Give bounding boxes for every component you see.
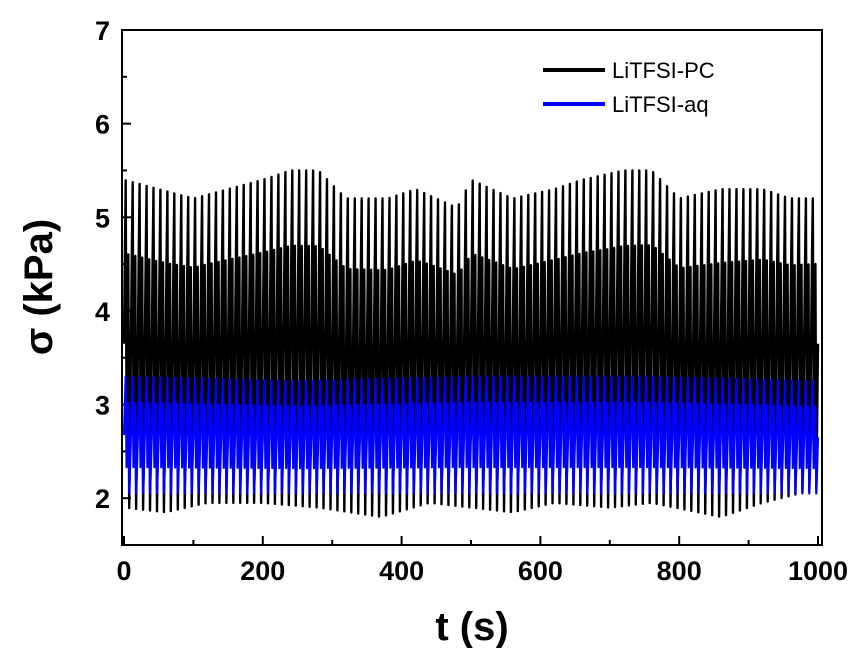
y-tick-label: 7 — [95, 16, 110, 46]
y-tick-label: 3 — [95, 391, 110, 421]
x-tick-label: 200 — [240, 556, 285, 586]
x-axis-title: t (s) — [435, 605, 508, 648]
series-line-litfsi-pc — [122, 169, 820, 518]
y-tick-label: 4 — [95, 297, 110, 327]
x-axis: 0 200 400 600 800 1000 — [116, 536, 848, 586]
series-layer — [122, 169, 820, 518]
y-tick-label: 5 — [95, 203, 110, 233]
series-line-litfsi-aq — [122, 375, 820, 495]
x-tick-label: 400 — [379, 556, 424, 586]
x-tick-label: 0 — [116, 556, 131, 586]
y-tick-label: 6 — [95, 110, 110, 140]
legend-label-aq: LiTFSI-aq — [612, 92, 709, 117]
y-axis: 2 3 4 5 6 7 — [95, 16, 131, 514]
x-tick-label: 800 — [657, 556, 702, 586]
x-tick-label: 600 — [518, 556, 563, 586]
y-tick-label: 2 — [95, 484, 110, 514]
y-axis-title: σ (kPa) — [17, 219, 61, 355]
x-tick-label: 1000 — [788, 556, 848, 586]
legend-label-pc: LiTFSI-PC — [612, 58, 715, 83]
legend: LiTFSI-PC LiTFSI-aq — [543, 58, 715, 117]
